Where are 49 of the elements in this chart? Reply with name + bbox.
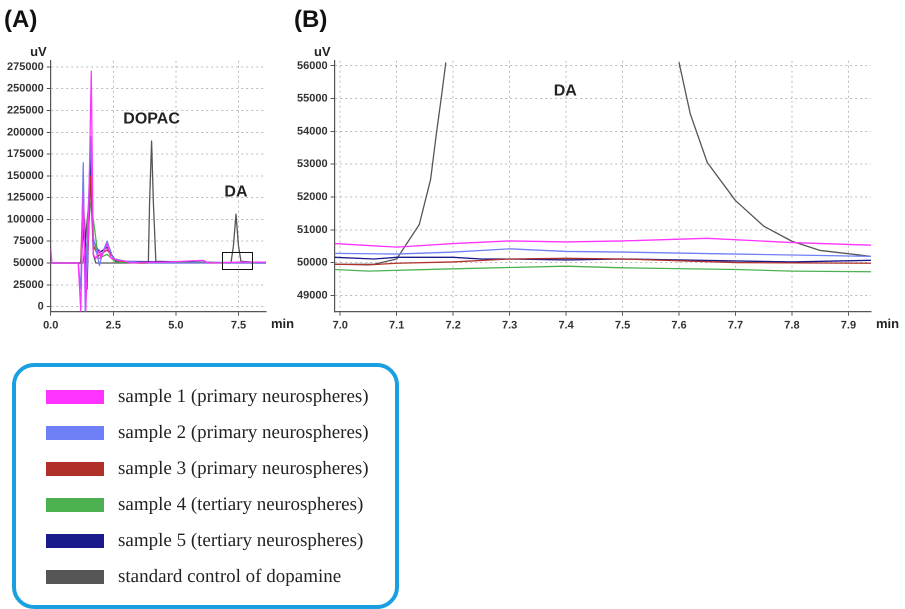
legend-label: sample 1 (primary neurospheres) (118, 386, 369, 408)
annotation: DOPAC (123, 110, 180, 128)
y-tick-label: 55000 (296, 92, 328, 105)
y-axis-title: uV (30, 44, 48, 59)
y-tick-label: 250000 (6, 82, 44, 95)
legend-label: sample 5 (tertiary neurospheres) (118, 530, 364, 552)
y-tick-label: 53000 (296, 158, 328, 170)
legend-label: sample 3 (primary neurospheres) (118, 458, 369, 480)
x-tick-label: 7.5 (614, 319, 630, 332)
y-tick-label: 54000 (296, 125, 328, 138)
x-tick-label: 7.7 (728, 319, 744, 332)
y-tick-label: 150000 (6, 170, 44, 182)
y-tick-label: 0 (38, 300, 44, 313)
y-tick-label: 52000 (296, 190, 328, 203)
annotation: DA (224, 184, 248, 201)
x-tick-label: 2.5 (106, 319, 121, 332)
y-tick-label: 225000 (6, 104, 44, 117)
x-tick-label: 7.8 (784, 319, 800, 332)
x-axis-title: min (876, 316, 900, 331)
x-tick-label: 7.6 (671, 319, 687, 332)
annotation: DA (554, 82, 578, 100)
x-tick-label: 7.3 (502, 319, 518, 332)
x-tick-label: 7.0 (332, 319, 348, 332)
legend-label: standard control of dopamine (118, 566, 342, 588)
x-tick-label: 7.4 (558, 319, 575, 332)
chart-title: (A) (4, 6, 38, 34)
y-tick-label: 50000 (296, 256, 328, 269)
y-tick-label: 50000 (13, 257, 44, 270)
y-tick-label: 75000 (13, 235, 44, 248)
y-tick-label: 49000 (296, 289, 328, 302)
y-tick-label: 56000 (296, 60, 328, 72)
y-axis-title: uV (314, 44, 331, 59)
y-tick-label: 100000 (6, 213, 44, 226)
x-tick-label: 7.9 (840, 319, 856, 332)
y-tick-label: 200000 (6, 126, 44, 138)
x-axis-title: min (271, 316, 294, 331)
chart-title: (B) (294, 6, 328, 34)
y-tick-label: 275000 (6, 60, 44, 73)
y-tick-label: 125000 (6, 192, 44, 204)
x-tick-label: 7.5 (230, 319, 246, 332)
x-tick-label: 7.1 (389, 319, 404, 332)
y-tick-label: 51000 (296, 224, 328, 236)
y-tick-label: 175000 (6, 148, 44, 160)
legend-label: sample 4 (tertiary neurospheres) (118, 494, 364, 516)
x-tick-label: 0.0 (43, 319, 58, 332)
x-tick-label: 5.0 (168, 319, 184, 332)
x-tick-label: 7.2 (446, 319, 461, 332)
legend-label: sample 2 (primary neurospheres) (118, 422, 369, 444)
y-tick-label: 25000 (13, 278, 44, 291)
